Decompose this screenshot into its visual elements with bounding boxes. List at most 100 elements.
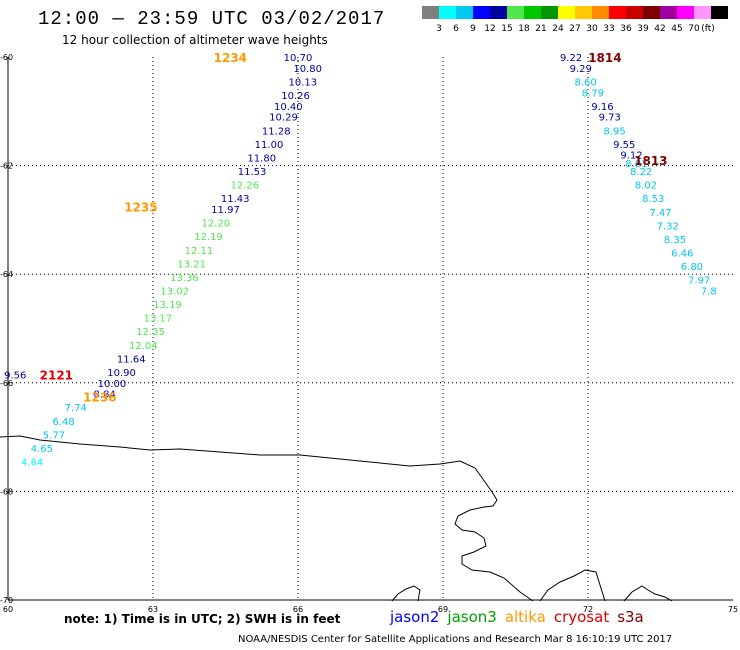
map-title: 12:00 — 23:59 UTC 03/02/2017 bbox=[38, 8, 386, 30]
wave-height-label: 10.40 bbox=[274, 102, 303, 113]
colorbar-label: 30 bbox=[586, 24, 598, 34]
map-grid bbox=[7, 57, 733, 601]
wave-height-label: 11.64 bbox=[117, 354, 146, 365]
colorbar-label: 27 bbox=[569, 24, 581, 34]
lon-tick-label: 72 bbox=[583, 605, 593, 614]
lon-tick-label: 66 bbox=[293, 605, 303, 614]
wave-height-label: 13.36 bbox=[170, 273, 199, 284]
colorbar-label: 15 bbox=[501, 24, 513, 34]
track-time-label: 1234 bbox=[214, 51, 247, 65]
wave-height-label: 13.17 bbox=[144, 314, 173, 325]
lat-tick-label: -68 bbox=[0, 487, 13, 496]
legend-item-jason2: jason2 bbox=[390, 608, 440, 626]
colorbar-swatch bbox=[626, 6, 643, 19]
lon-tick-label: 69 bbox=[438, 605, 448, 614]
wave-height-label: 9.16 bbox=[591, 102, 613, 113]
wave-height-label: 13.19 bbox=[153, 300, 182, 311]
wave-height-label: 10.26 bbox=[281, 91, 310, 102]
wave-height-label: 10.90 bbox=[107, 368, 136, 379]
wave-height-label: 5.77 bbox=[43, 430, 65, 441]
legend-item-s3a: s3a bbox=[617, 608, 644, 626]
coastline-east bbox=[623, 585, 673, 602]
wave-height-label: 13.21 bbox=[177, 259, 206, 270]
colorbar-label: 3 bbox=[436, 24, 442, 34]
colorbar-swatch bbox=[541, 6, 558, 19]
wave-height-label: 4.65 bbox=[31, 444, 53, 455]
lat-tick-label: -60 bbox=[0, 53, 13, 62]
wave-height-label: 9.55 bbox=[613, 140, 635, 151]
wave-height-label: 6.46 bbox=[671, 248, 693, 259]
wave-height-label: 8.60 bbox=[574, 77, 596, 88]
wave-height-label: 4.64 bbox=[21, 458, 43, 469]
wave-height-label: 12.19 bbox=[194, 232, 223, 243]
wave-height-label: 8.35 bbox=[664, 235, 686, 246]
colorbar-label: 39 bbox=[637, 24, 649, 34]
colorbar-swatch bbox=[643, 6, 660, 19]
map-subtitle: 12 hour collection of altimeter wave hei… bbox=[62, 33, 328, 47]
coastline-inlet bbox=[539, 569, 606, 602]
wave-height-label: 7.97 bbox=[688, 276, 710, 287]
wave-height-label: 9.56 bbox=[4, 371, 26, 382]
footer-note: note: 1) Time is in UTC; 2) SWH is in fe… bbox=[64, 612, 341, 626]
wave-height-label: 12.04 bbox=[129, 341, 158, 352]
wave-height-label: 12.11 bbox=[185, 246, 214, 257]
colorbar-label: 33 bbox=[603, 24, 615, 34]
wave-height-label: 10.80 bbox=[293, 64, 322, 75]
colorbar-swatch bbox=[677, 6, 694, 19]
colorbar-swatch bbox=[592, 6, 609, 19]
wave-height-label: 8.95 bbox=[603, 126, 625, 137]
wave-height-label: 11.80 bbox=[247, 153, 276, 164]
wave-height-label: 6.80 bbox=[681, 262, 703, 273]
wave-height-label: 9.12 bbox=[620, 151, 642, 162]
track-time-label: 1236 bbox=[83, 390, 116, 404]
colorbar-swatch bbox=[422, 6, 439, 19]
wave-height-label: 10.13 bbox=[289, 77, 318, 88]
wave-height-label: 13.02 bbox=[160, 286, 189, 297]
colorbar-swatch bbox=[575, 6, 592, 19]
lon-tick-label: 75 bbox=[728, 605, 738, 614]
colorbar-label: 6 bbox=[453, 24, 459, 34]
track-time-label: 2121 bbox=[40, 369, 73, 383]
wave-height-label: 9.73 bbox=[599, 113, 621, 124]
colorbar-swatch bbox=[660, 6, 677, 19]
wave-height-label: 7.47 bbox=[649, 208, 671, 219]
lon-tick-label: 63 bbox=[148, 605, 158, 614]
coastline bbox=[0, 435, 534, 602]
colorbar-label: 18 bbox=[518, 24, 530, 34]
track-labels: 1234 1235 1236 2121 1814 1813 bbox=[40, 51, 668, 404]
wave-height-label: 9.29 bbox=[570, 64, 592, 75]
colorbar-swatch bbox=[507, 6, 524, 19]
wave-height-label: 8.22 bbox=[630, 167, 652, 178]
colorbar-swatch bbox=[490, 6, 507, 19]
wave-height-label: 11.28 bbox=[262, 126, 291, 137]
colorbar-label: 42 bbox=[654, 24, 666, 34]
footer-credit: NOAA/NESDIS Center for Satellite Applica… bbox=[238, 634, 673, 645]
colorbar-swatch bbox=[439, 6, 456, 19]
legend-item-cryosat: cryosat bbox=[553, 608, 610, 626]
colorbar-swatch bbox=[524, 6, 541, 19]
colorbar-label: 9 bbox=[470, 24, 476, 34]
colorbar-unit: (ft) bbox=[701, 24, 715, 34]
colorbar-label: 70 bbox=[688, 24, 700, 34]
colorbar-swatch bbox=[711, 6, 728, 19]
axis-labels: 60 63 66 69 72 75 -60 -62 -64 -66 -68 -70 bbox=[0, 53, 738, 614]
wave-height-label: 12.35 bbox=[136, 327, 165, 338]
wave-height-label: 8.79 bbox=[582, 88, 604, 99]
colorbar-label: 24 bbox=[552, 24, 564, 34]
wave-height-label: 7.32 bbox=[657, 221, 679, 232]
colorbar-swatch bbox=[609, 6, 626, 19]
wave-height-label: 10.29 bbox=[269, 113, 298, 124]
wave-height-label: 10.70 bbox=[284, 53, 313, 64]
wave-height-label: 8.02 bbox=[635, 181, 657, 192]
colorbar-swatch bbox=[456, 6, 473, 19]
wave-height-label: 8.53 bbox=[642, 194, 664, 205]
colorbar-swatch bbox=[558, 6, 575, 19]
track-time-label: 1814 bbox=[588, 51, 621, 65]
wave-height-label: 11.97 bbox=[211, 205, 240, 216]
coastline-west bbox=[391, 585, 421, 602]
lat-tick-label: -64 bbox=[0, 270, 13, 279]
colorbar-label: 12 bbox=[484, 24, 496, 34]
lat-tick-label: -66 bbox=[0, 379, 13, 388]
wave-height-label: 6.48 bbox=[52, 417, 74, 428]
wave-height-label: 12.26 bbox=[231, 181, 260, 192]
